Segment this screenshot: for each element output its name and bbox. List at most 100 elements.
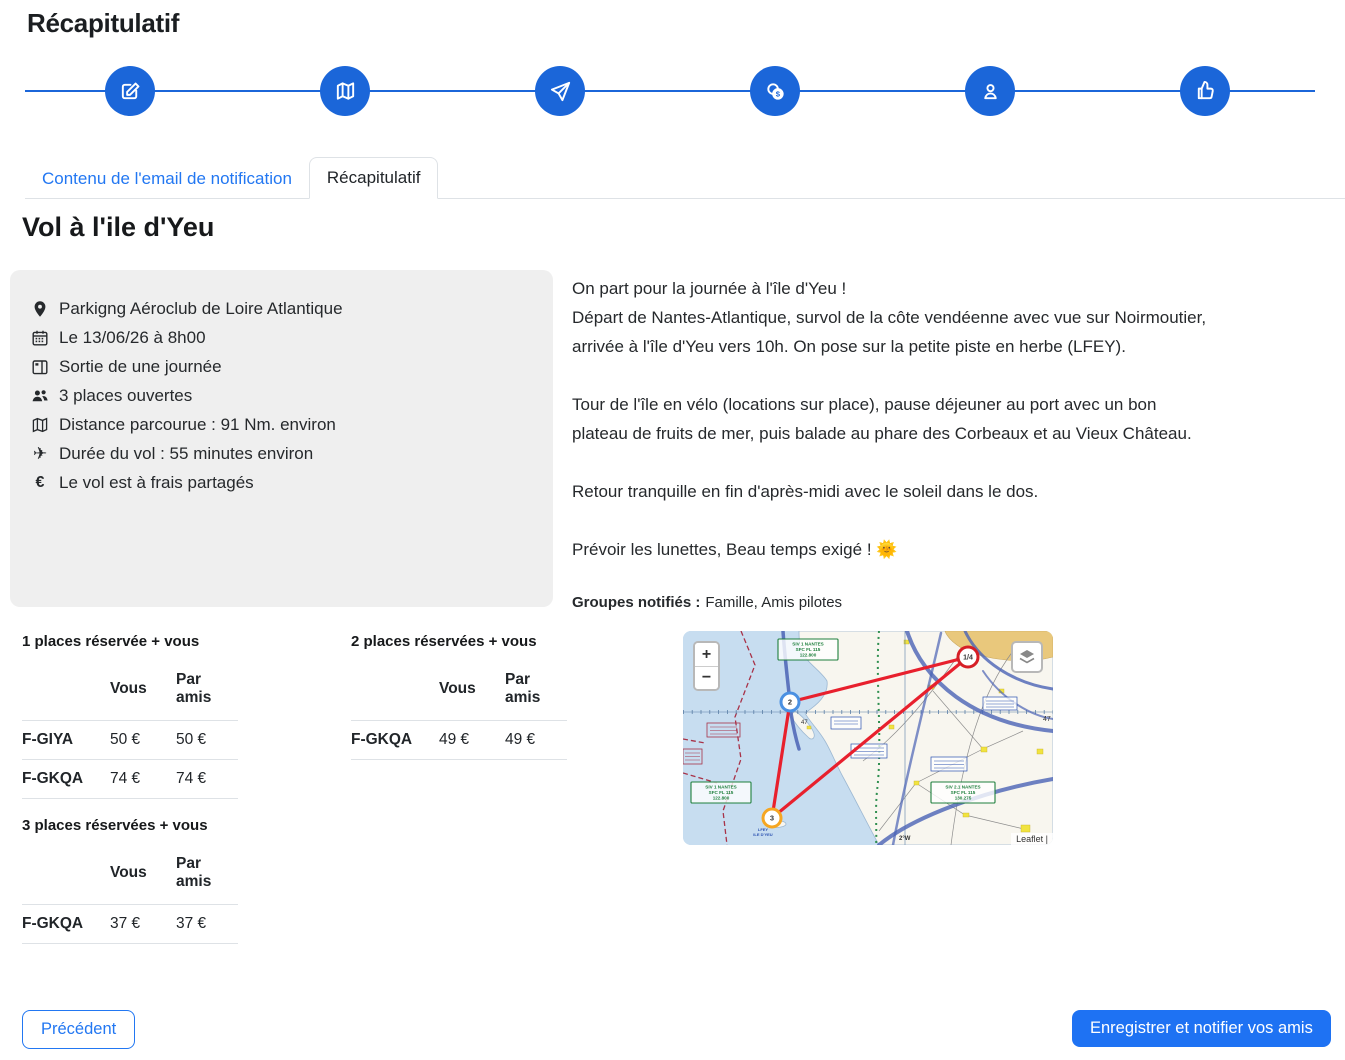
svg-text:122.800: 122.800 xyxy=(800,653,817,658)
description-paragraph: On part pour la journée à l'île d'Yeu ! … xyxy=(572,274,1312,361)
map-icon xyxy=(336,81,354,100)
pricing-heading: 2 places réservées + vous xyxy=(351,633,537,650)
svg-text:$: $ xyxy=(775,89,780,98)
detail-distance-text: Distance parcourue : 91 Nm. environ xyxy=(59,414,336,434)
graticule xyxy=(683,631,1053,845)
detail-location: Parkigng Aéroclub de Loire Atlantique xyxy=(30,294,535,323)
detail-flight-time: ✈ Durée du vol : 55 minutes environ xyxy=(30,439,535,468)
description-line: arrivée à l'île d'Yeu vers 10h. On pose … xyxy=(572,337,1126,356)
step-send[interactable] xyxy=(535,66,585,116)
price-amis-cell: 37 € xyxy=(176,904,238,944)
pricing-table-1: 1 places réservée + vous Vous Par amis F… xyxy=(22,633,238,799)
svg-text:1/4: 1/4 xyxy=(963,655,973,662)
table-header-row: Vous Par amis xyxy=(351,671,567,721)
notified-groups: Groupes notifiés : Famille, Amis pilotes xyxy=(572,593,1312,613)
svg-text:2°W: 2°W xyxy=(899,836,911,842)
table-header-row: Vous Par amis xyxy=(22,671,238,721)
col-vous: Vous xyxy=(110,855,176,905)
route-lines xyxy=(770,655,970,820)
description-line: Prévoir les lunettes, Beau temps exigé !… xyxy=(572,540,898,559)
route-map[interactable]: SIV 1 NANTES SFC FL 115 122.800 SIV 1 NA… xyxy=(683,631,1053,845)
flight-details-panel: Parkigng Aéroclub de Loire Atlantique Le… xyxy=(10,270,553,607)
detail-cost-sharing: € Le vol est à frais partagés xyxy=(30,468,535,497)
island-label: LFEY ILE D'YEU xyxy=(753,827,773,837)
save-notify-button[interactable]: Enregistrer et notifier vos amis xyxy=(1072,1010,1331,1047)
stepper: $ xyxy=(25,66,1315,116)
waypoint-1-marker[interactable] xyxy=(956,645,980,669)
page-title: Récapitulatif xyxy=(27,8,180,38)
table-header-row: Vous Par amis xyxy=(22,855,238,905)
table-row: F-GKQA 37 € 37 € xyxy=(22,904,238,944)
description-line: On part pour la journée à l'île d'Yeu ! xyxy=(572,279,847,298)
col-vous: Vous xyxy=(110,671,176,721)
description-paragraph: Retour tranquille en fin d'après-midi av… xyxy=(572,477,1312,506)
detail-date: Le 13/06/26 à 8h00 xyxy=(30,323,535,352)
svg-text:SIV 1 NANTES: SIV 1 NANTES xyxy=(705,785,736,790)
tab-email-content[interactable]: Contenu de l'email de notification xyxy=(42,169,292,188)
aircraft-cell: F-GKQA xyxy=(22,904,110,944)
waypoint-2-marker[interactable] xyxy=(779,691,801,713)
money-icon: $ xyxy=(766,82,784,100)
price-vous-cell: 50 € xyxy=(110,720,176,760)
pricing-heading: 3 places réservées + vous xyxy=(22,817,208,834)
price-amis-cell: 50 € xyxy=(176,720,238,760)
zoom-in-button[interactable]: + xyxy=(695,643,718,666)
svg-text:SIV 2.1 NANTES: SIV 2.1 NANTES xyxy=(945,785,980,790)
notified-groups-value: Famille, Amis pilotes xyxy=(705,594,843,611)
thumbs-up-icon xyxy=(1197,80,1214,99)
col-par-amis: Par amis xyxy=(176,671,238,721)
layers-icon xyxy=(1019,650,1035,664)
detail-flight-time-text: Durée du vol : 55 minutes environ xyxy=(59,443,314,463)
detail-location-text: Parkigng Aéroclub de Loire Atlantique xyxy=(59,298,343,318)
detail-cost-sharing-text: Le vol est à frais partagés xyxy=(59,472,254,492)
step-route[interactable] xyxy=(320,66,370,116)
previous-button[interactable]: Précédent xyxy=(22,1010,136,1049)
description-paragraph: Prévoir les lunettes, Beau temps exigé !… xyxy=(572,535,1312,564)
detail-date-text: Le 13/06/26 à 8h00 xyxy=(59,327,206,347)
waypoint-3-marker[interactable] xyxy=(761,807,783,829)
description-line: Tour de l'île en vélo (locations sur pla… xyxy=(572,395,1157,414)
siv-boxes: SIV 1 NANTES SFC FL 115 122.800 SIV 1 NA… xyxy=(690,638,996,804)
svg-text:SIV 1 NANTES: SIV 1 NANTES xyxy=(792,642,823,647)
aircraft-cell: F-GIYA xyxy=(22,720,110,760)
tab-summary[interactable]: Récapitulatif xyxy=(308,157,439,199)
people-icon xyxy=(30,386,50,406)
detail-seats: 3 places ouvertes xyxy=(30,381,535,410)
step-cost[interactable]: $ xyxy=(750,66,800,116)
table-row: F-GKQA 74 € 74 € xyxy=(22,759,238,799)
map-icon xyxy=(30,415,50,435)
col-par-amis: Par amis xyxy=(505,671,567,721)
island-noirmoutier xyxy=(790,710,815,740)
flight-title: Vol à l'ile d'Yeu xyxy=(22,212,215,242)
calendar-icon xyxy=(30,328,50,348)
svg-text:47: 47 xyxy=(1043,716,1051,723)
svg-text:47: 47 xyxy=(801,720,808,726)
description-paragraph: Tour de l'île en vélo (locations sur pla… xyxy=(572,390,1312,448)
svg-text:SFC FL 115: SFC FL 115 xyxy=(796,647,821,652)
detail-duration-type-text: Sortie de une journée xyxy=(59,356,222,376)
table-row: F-GIYA 50 € 50 € xyxy=(22,720,238,760)
step-confirm[interactable] xyxy=(1180,66,1230,116)
svg-text:ILE D'YEU: ILE D'YEU xyxy=(753,832,773,837)
route-waypoints: 1/4 2 3 xyxy=(761,645,980,829)
table-row: F-GKQA 49 € 49 € xyxy=(351,720,567,760)
pricing-table-2: 2 places réservées + vous Vous Par amis … xyxy=(351,633,567,760)
sea-label-boxes xyxy=(683,722,741,765)
step-people[interactable] xyxy=(965,66,1015,116)
step-edit[interactable] xyxy=(105,66,155,116)
svg-text:SFC FL 115: SFC FL 115 xyxy=(951,790,976,795)
person-icon xyxy=(983,83,997,99)
edit-icon xyxy=(121,82,139,99)
zoom-out-button[interactable]: − xyxy=(695,666,718,689)
svg-text:2: 2 xyxy=(788,698,792,707)
chart-texts: 47 47 2°W xyxy=(801,716,1051,842)
price-amis-cell: 74 € xyxy=(176,759,238,799)
detail-distance: Distance parcourue : 91 Nm. environ xyxy=(30,410,535,439)
description-line: plateau de fruits de mer, puis balade au… xyxy=(572,424,1192,443)
pricing-table-3: 3 places réservées + vous Vous Par amis … xyxy=(22,817,238,944)
flight-description: On part pour la journée à l'île d'Yeu ! … xyxy=(572,274,1312,613)
map-layers-control[interactable] xyxy=(1011,641,1043,673)
map-attribution: Leaflet | xyxy=(1011,833,1053,845)
pricing-heading: 1 places réservée + vous xyxy=(22,633,200,650)
